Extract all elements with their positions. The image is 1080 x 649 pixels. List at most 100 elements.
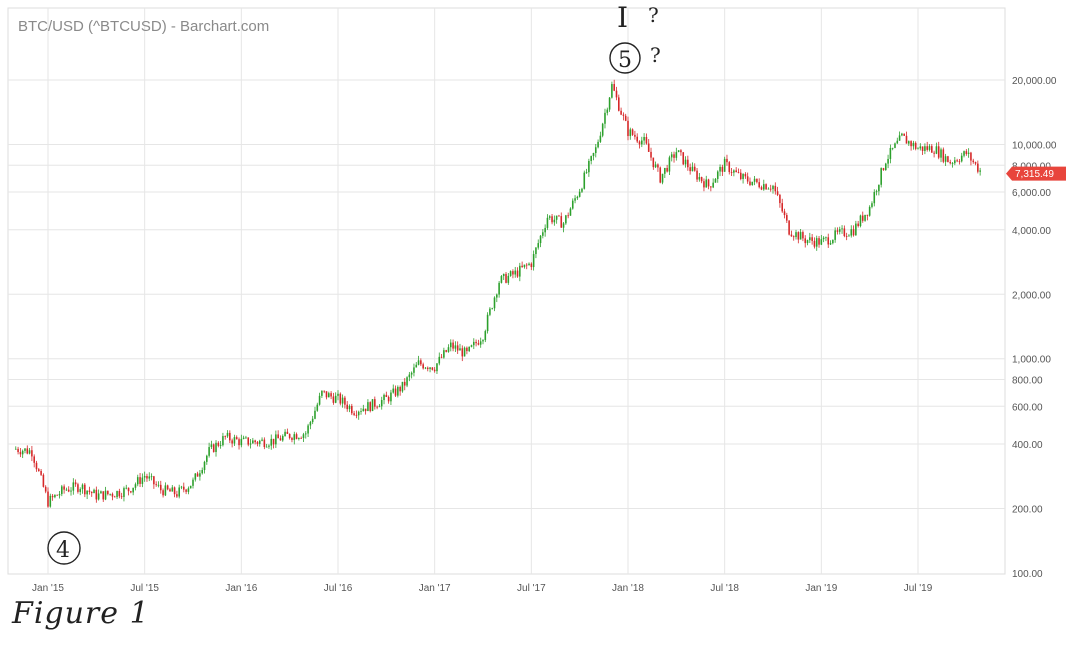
wave-5-circle (609, 42, 641, 74)
candle-body (767, 188, 770, 190)
candle-body (944, 156, 947, 162)
candle-body (786, 215, 788, 221)
y-tick-label: 600.00 (1012, 402, 1043, 413)
candle-body (684, 159, 687, 165)
candle-body (624, 115, 627, 121)
candle-body (594, 147, 597, 154)
candle-body (155, 484, 157, 486)
candle-body (311, 418, 314, 423)
candle-body (164, 485, 167, 496)
candle-body (590, 156, 592, 161)
candle-body (433, 369, 436, 372)
candle-body (716, 171, 719, 179)
candle-body (670, 154, 673, 158)
chart-title: BTC/USD (^BTCUSD) - Barchart.com (18, 18, 270, 35)
x-tick-label: Jan '18 (612, 583, 644, 594)
candle-body (489, 308, 491, 315)
candle-body (864, 214, 866, 221)
candle-body (116, 491, 118, 498)
candle-body (622, 114, 625, 116)
candle-body (937, 146, 940, 158)
candle-body (291, 438, 293, 440)
last-price-tag: 7,315.49 (1006, 166, 1066, 181)
candle-body (700, 177, 703, 182)
candle-body (841, 228, 843, 230)
candle-body (394, 388, 397, 396)
candle-body (675, 152, 678, 158)
candle-body (836, 230, 839, 232)
candle-body (321, 390, 323, 396)
candle-body (100, 491, 102, 494)
candle-body (367, 402, 369, 412)
candle-body (818, 238, 820, 245)
candle-body (438, 356, 441, 364)
candle-body (231, 440, 233, 444)
candle-body (26, 448, 29, 454)
candle-body (781, 203, 784, 212)
candle-body (712, 182, 714, 188)
candle-body (157, 484, 160, 486)
candle-body (482, 340, 484, 342)
candle-body (277, 434, 279, 439)
candle-body (238, 439, 240, 446)
candle-body (210, 444, 213, 448)
candle-body (235, 437, 238, 440)
candle-body (942, 149, 945, 162)
candle-body (714, 178, 717, 183)
candle-body (189, 485, 192, 489)
candle-body (387, 396, 390, 402)
candle-body (279, 438, 282, 441)
candle-body (397, 386, 399, 396)
candle-body (730, 172, 733, 173)
candle-body (417, 360, 420, 365)
candle-body (898, 135, 901, 141)
candle-body (500, 276, 503, 283)
candle-body (65, 489, 68, 491)
candle-body (125, 487, 128, 489)
candle-body (19, 452, 22, 455)
candle-body (353, 413, 355, 415)
candle-body (385, 394, 388, 397)
candle-body (169, 489, 171, 492)
candle-body (901, 133, 903, 136)
candle-body (776, 191, 779, 195)
candle-body (703, 181, 705, 188)
candle-body (355, 414, 358, 416)
y-tick-label: 6,000.00 (1012, 188, 1051, 199)
y-tick-label: 800.00 (1012, 376, 1043, 387)
candle-body (967, 152, 970, 154)
candle-body (746, 176, 749, 182)
candle-body (569, 208, 572, 216)
candle-body (861, 215, 864, 221)
candle-body (620, 110, 622, 115)
candle-body (212, 444, 215, 453)
candle-body (192, 479, 194, 486)
candle-body (949, 162, 952, 164)
candle-body (314, 410, 316, 419)
candle-body (406, 377, 408, 386)
candle-body (229, 432, 231, 441)
candle-body (514, 270, 517, 275)
candle-body (95, 489, 98, 500)
candle-body (516, 270, 519, 277)
candle-body (77, 484, 79, 492)
candle-body (868, 206, 871, 216)
candle-body (293, 434, 296, 440)
candle-body (546, 217, 549, 228)
candle-body (940, 149, 942, 158)
candle-body (410, 372, 413, 375)
candle-body (677, 150, 680, 153)
candle-body (143, 476, 146, 478)
candle-body (505, 273, 507, 283)
candle-body (838, 229, 841, 232)
candle-body (880, 168, 882, 185)
candle-body (47, 491, 49, 507)
candle-body (295, 434, 298, 439)
candle-body (113, 496, 116, 498)
candle-body (256, 442, 259, 444)
candle-body (196, 473, 199, 477)
y-tick-label: 20,000.00 (1012, 76, 1057, 87)
candle-body (664, 167, 666, 174)
candle-body (323, 390, 325, 392)
candle-body (926, 146, 929, 150)
